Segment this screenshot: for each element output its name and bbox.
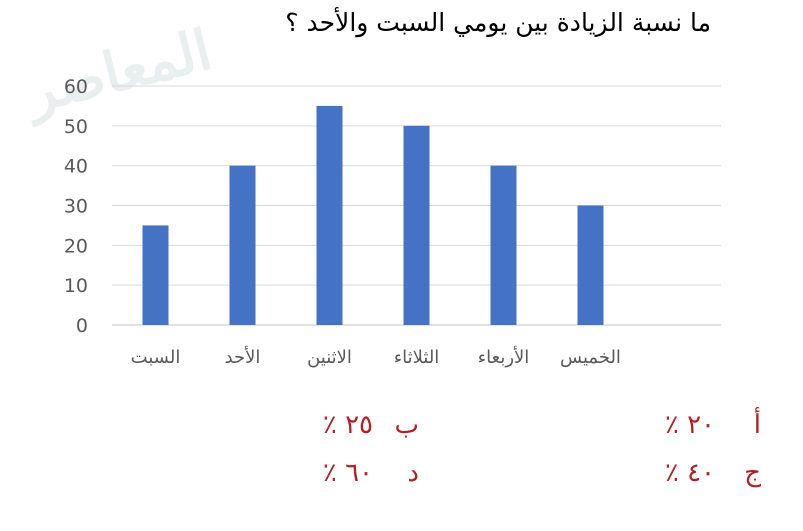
answer-letter: أ: [753, 410, 761, 440]
answer-option-c[interactable]: ج ٤٠ ٪: [665, 458, 761, 488]
x-tick-label: الثلاثاء: [394, 347, 440, 368]
answer-option-d[interactable]: د ٦٠ ٪: [323, 458, 419, 488]
answer-letter: د: [407, 458, 419, 488]
y-tick-label: 30: [64, 196, 88, 218]
answer-letter: ب: [394, 410, 419, 440]
y-tick-label: 40: [64, 156, 88, 178]
answer-value: ٢٠ ٪: [664, 410, 715, 440]
answer-letter: ج: [744, 458, 761, 488]
x-tick-label: الاثنين: [307, 347, 352, 368]
y-tick-label: 50: [64, 116, 88, 138]
bar: [316, 105, 343, 326]
x-tick-label: الخميس: [560, 347, 621, 368]
answer-value: ٦٠ ٪: [322, 458, 373, 488]
x-tick-label: الأحد: [225, 346, 261, 368]
bar: [577, 205, 604, 325]
y-tick-label: 0: [76, 315, 88, 337]
y-tick-label: 60: [64, 76, 88, 98]
answer-option-b[interactable]: ب ٢٥ ٪: [323, 410, 419, 440]
y-tick-label: 20: [64, 235, 88, 257]
answer-value: ٤٠ ٪: [664, 458, 715, 488]
y-tick-label: 10: [64, 275, 88, 297]
x-tick-label: السبت: [131, 347, 181, 368]
x-tick-label: الأربعاء: [478, 346, 530, 368]
answer-option-a[interactable]: أ ٢٠ ٪: [665, 410, 761, 440]
bar: [490, 165, 517, 325]
bar: [142, 225, 169, 325]
answer-value: ٢٥ ٪: [322, 410, 373, 440]
bar: [229, 165, 256, 325]
bar: [403, 125, 430, 325]
question-text: ما نسبة الزيادة بين يومي السبت والأحد ؟: [285, 8, 711, 37]
